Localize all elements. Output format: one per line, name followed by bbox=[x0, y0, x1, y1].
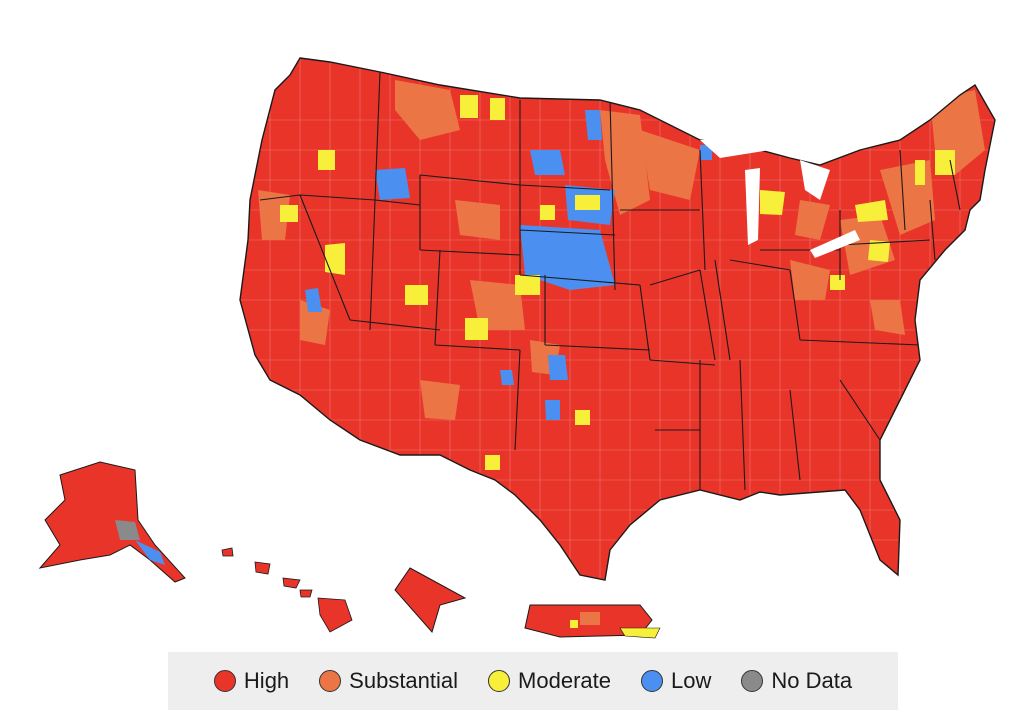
low-areas bbox=[305, 110, 712, 420]
legend-item-substantial: Substantial bbox=[319, 668, 458, 694]
map-legend: High Substantial Moderate Low No Data bbox=[168, 652, 898, 710]
territory-region bbox=[394, 567, 467, 634]
alaska-region bbox=[38, 461, 186, 583]
hawaii-region bbox=[221, 547, 353, 633]
legend-label-high: High bbox=[243, 668, 290, 693]
great-lakes bbox=[700, 138, 860, 258]
no-data-swatch-icon bbox=[741, 670, 764, 692]
substantial-swatch-icon bbox=[319, 670, 342, 692]
legend-label-moderate: Moderate bbox=[518, 668, 611, 693]
legend-label-low: Low bbox=[670, 668, 712, 693]
legend-item-high: High bbox=[213, 668, 290, 694]
us-outline bbox=[239, 57, 996, 581]
legend-item-moderate: Moderate bbox=[488, 668, 611, 694]
contiguous-us-region bbox=[240, 58, 995, 580]
puerto-rico-region bbox=[524, 604, 661, 639]
low-swatch-icon bbox=[640, 670, 663, 692]
moderate-swatch-icon bbox=[488, 670, 511, 692]
legend-item-low: Low bbox=[640, 668, 712, 694]
legend-label-substantial: Substantial bbox=[349, 668, 459, 693]
legend-item-no-data: No Data bbox=[741, 668, 852, 694]
high-swatch-icon bbox=[213, 670, 236, 692]
legend-label-no-data: No Data bbox=[771, 668, 853, 693]
moderate-areas bbox=[280, 95, 955, 470]
